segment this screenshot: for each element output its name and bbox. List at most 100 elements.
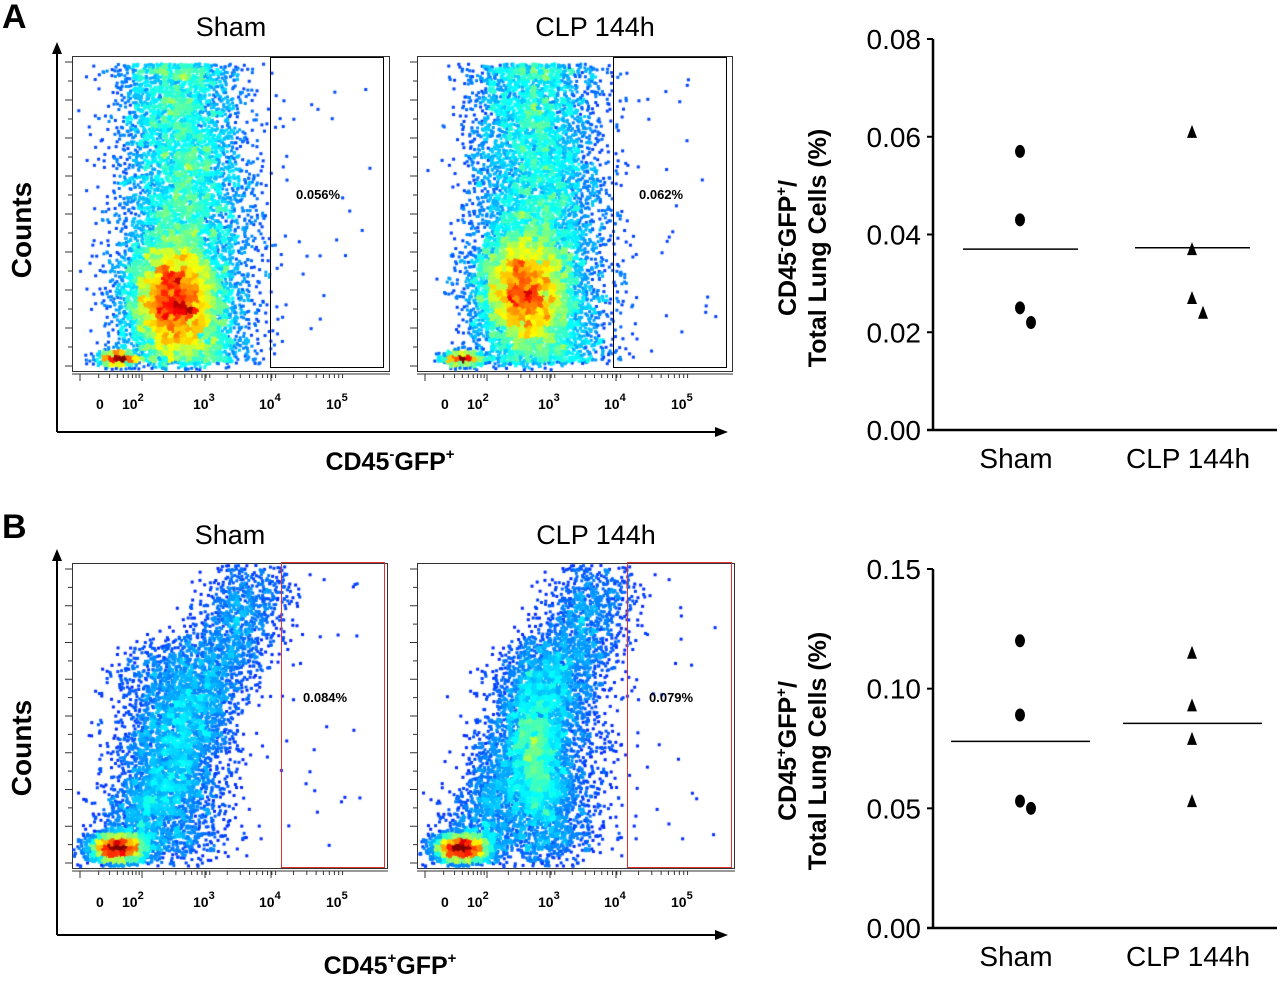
y-axis-label: CD45+GFP+/Total Lung Cells (%) — [767, 551, 833, 951]
y-axis-label-line2: Total Lung Cells (%) — [804, 631, 832, 871]
label-sup: + — [773, 748, 790, 757]
flow-density-plot — [72, 56, 390, 372]
y-arrowhead-icon — [52, 42, 62, 54]
tick-base: 10 — [604, 894, 620, 910]
tick-exp: 3 — [208, 890, 215, 902]
data-point-circle — [1015, 213, 1025, 227]
category-label: CLP 144h — [1126, 443, 1250, 474]
data-point-triangle — [1187, 124, 1197, 138]
x-axis-label: CD45+GFP+ — [240, 950, 540, 981]
y-tick-label: 0.06 — [867, 122, 922, 153]
tick-exp: 3 — [553, 890, 560, 902]
x-tick-label: 0 — [96, 890, 104, 910]
x-arrowhead-icon — [715, 930, 728, 940]
label-sup: + — [447, 950, 457, 967]
x-tick-label: 103 — [538, 392, 560, 412]
gate-rectangle — [281, 562, 385, 868]
x-tick-label: 0 — [441, 392, 449, 412]
data-point-circle — [1015, 708, 1025, 722]
label-part: GFP — [774, 696, 802, 749]
category-label: Sham — [979, 443, 1052, 474]
tick-exp: 2 — [482, 890, 489, 902]
tick-base: 0 — [96, 894, 104, 910]
category-label: Sham — [979, 941, 1052, 972]
label-part: GFP — [396, 952, 448, 980]
tick-exp: 2 — [137, 392, 144, 404]
y-axis-label-line1: CD45+GFP+/ — [767, 551, 803, 951]
tick-exp: 5 — [686, 392, 693, 404]
category-label: CLP 144h — [1126, 941, 1250, 972]
tick-base: 10 — [467, 396, 483, 412]
tick-exp: 5 — [341, 890, 348, 902]
x-tick-label: 103 — [193, 392, 215, 412]
label-sup: - — [389, 446, 395, 463]
data-point-triangle — [1187, 242, 1197, 256]
flow-plot-title: CLP 144h — [536, 520, 656, 550]
gate-percentage: 0.079% — [649, 690, 694, 705]
tick-base: 10 — [193, 396, 209, 412]
tick-exp: 2 — [137, 890, 144, 902]
tick-base: 0 — [441, 894, 449, 910]
y-tick-label: 0.00 — [867, 415, 922, 446]
x-axis-label: CD45-GFP+ — [240, 446, 540, 477]
x-tick-label: 102 — [467, 392, 489, 412]
tick-base: 0 — [441, 396, 449, 412]
y-tick-label: 0.02 — [867, 317, 922, 348]
x-arrowhead-icon — [715, 427, 728, 437]
tick-base: 10 — [326, 894, 342, 910]
x-tick-label: 105 — [326, 890, 348, 910]
y-tick-label: 0.04 — [867, 220, 922, 251]
tick-exp: 4 — [619, 392, 626, 404]
x-tick-label: 0 — [441, 890, 449, 910]
tick-exp: 2 — [482, 392, 489, 404]
label-part: GFP — [394, 448, 446, 476]
data-point-triangle — [1187, 291, 1197, 305]
flow-density-plot — [417, 56, 733, 372]
x-tick-label: 102 — [467, 890, 489, 910]
tick-exp: 3 — [208, 392, 215, 404]
x-tick-label: 102 — [122, 392, 144, 412]
data-point-circle — [1015, 794, 1025, 808]
label-sup: + — [387, 950, 397, 967]
x-tick-label: 103 — [538, 890, 560, 910]
data-point-triangle — [1187, 731, 1197, 745]
x-tick-label: 102 — [122, 890, 144, 910]
x-tick-label: 105 — [671, 890, 693, 910]
label-part: / — [774, 681, 802, 689]
tick-base: 10 — [326, 396, 342, 412]
y-arrowhead-icon — [52, 549, 62, 561]
x-tick-label: 103 — [193, 890, 215, 910]
data-point-triangle — [1187, 698, 1197, 712]
tick-base: 10 — [122, 396, 138, 412]
label-sup: + — [773, 688, 790, 697]
tick-base: 10 — [538, 894, 554, 910]
tick-exp: 3 — [553, 392, 560, 404]
tick-base: 10 — [259, 396, 275, 412]
label-part: CD45 — [774, 756, 802, 821]
x-tick-label: 104 — [259, 392, 281, 412]
x-tick-label: 0 — [96, 392, 104, 412]
y-tick-label: 0.05 — [867, 793, 922, 824]
tick-base: 10 — [122, 894, 138, 910]
y-tick-label: 0.08 — [867, 24, 922, 55]
label-sup: + — [445, 446, 455, 463]
flow-plot-title: CLP 144h — [535, 12, 655, 42]
x-tick-label: 104 — [259, 890, 281, 910]
tick-exp: 5 — [341, 392, 348, 404]
y-tick-label: 0.15 — [867, 554, 922, 585]
gate-rectangle — [627, 562, 732, 868]
flow-density-plot — [72, 563, 388, 869]
gate-rectangle — [613, 57, 727, 368]
data-point-circle — [1015, 634, 1025, 648]
x-tick-label: 105 — [326, 392, 348, 412]
gate-percentage: 0.056% — [296, 187, 341, 202]
data-point-circle — [1026, 801, 1036, 815]
tick-base: 10 — [604, 396, 620, 412]
